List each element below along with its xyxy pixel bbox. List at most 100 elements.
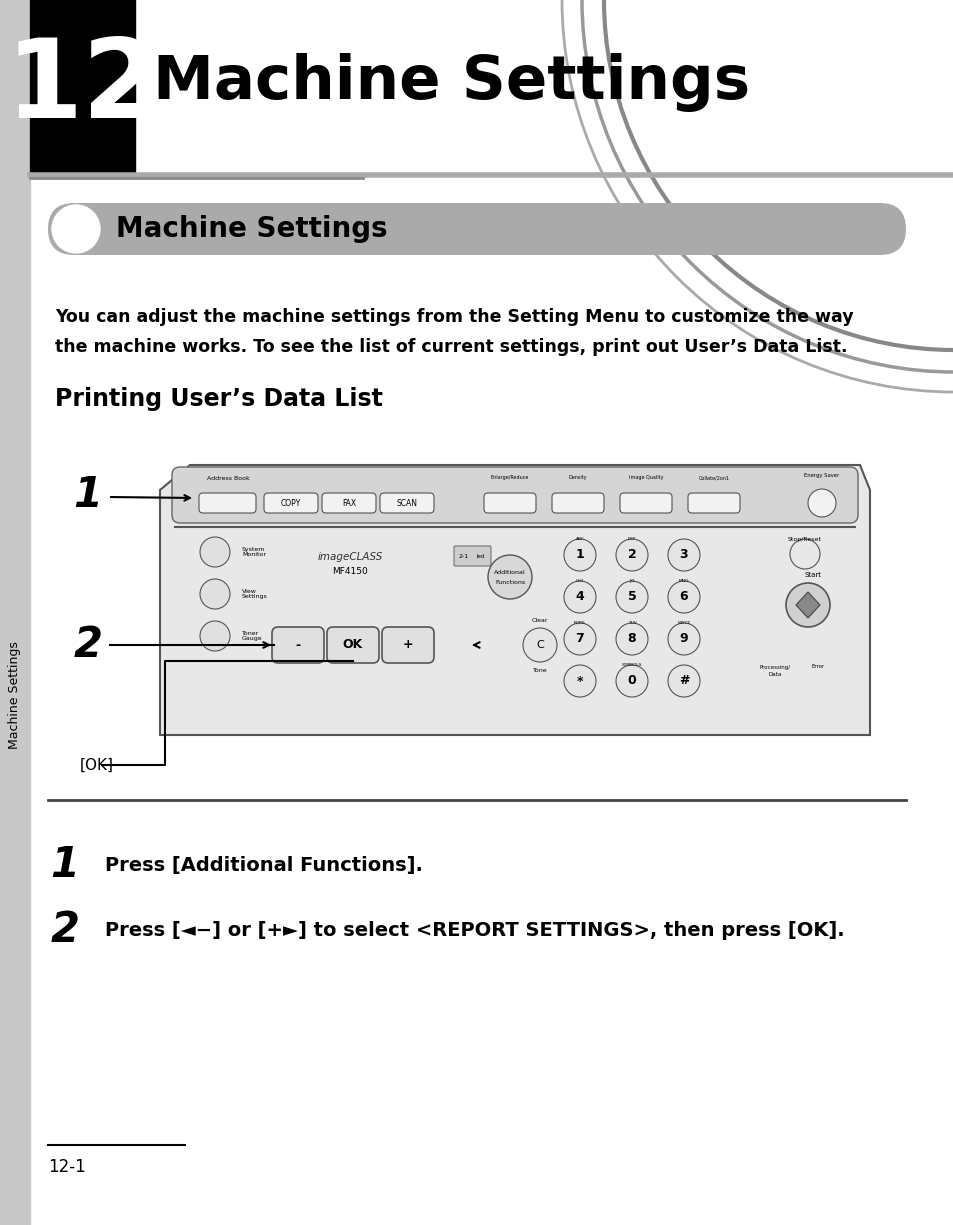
Text: ABC: ABC <box>575 537 584 541</box>
FancyBboxPatch shape <box>327 627 378 663</box>
Text: 1: 1 <box>575 549 584 561</box>
Text: led: led <box>476 554 485 559</box>
Text: Address Book: Address Book <box>207 475 249 480</box>
Text: Additional: Additional <box>494 570 525 575</box>
FancyBboxPatch shape <box>552 492 603 513</box>
Text: 12-1: 12-1 <box>48 1158 86 1176</box>
Circle shape <box>563 581 596 612</box>
Text: DEF: DEF <box>627 537 636 541</box>
Text: Energy Saver: Energy Saver <box>803 474 839 479</box>
Circle shape <box>522 628 557 662</box>
Text: SYMBOLS: SYMBOLS <box>621 663 641 666</box>
Circle shape <box>488 555 532 599</box>
Text: 12: 12 <box>6 34 159 141</box>
Text: JKL: JKL <box>628 579 635 583</box>
Text: C: C <box>536 639 543 650</box>
Circle shape <box>200 621 230 650</box>
Text: Machine Settings: Machine Settings <box>9 641 22 748</box>
Text: Machine Settings: Machine Settings <box>152 53 749 111</box>
Text: 9: 9 <box>679 632 688 646</box>
Circle shape <box>616 581 647 612</box>
FancyBboxPatch shape <box>322 492 375 513</box>
Text: Stop/Reset: Stop/Reset <box>787 537 821 541</box>
FancyBboxPatch shape <box>172 467 857 523</box>
Text: #: # <box>678 675 688 687</box>
Text: 4: 4 <box>575 590 584 604</box>
Text: Functions: Functions <box>495 581 524 586</box>
Text: Clear: Clear <box>531 617 548 622</box>
FancyBboxPatch shape <box>379 492 434 513</box>
Circle shape <box>563 624 596 655</box>
Text: 6: 6 <box>679 590 688 604</box>
Text: FAX: FAX <box>341 499 355 507</box>
Text: Density: Density <box>568 475 587 480</box>
Bar <box>30 0 135 175</box>
Text: 2: 2 <box>627 549 636 561</box>
Circle shape <box>789 539 820 568</box>
Text: 1: 1 <box>51 844 79 886</box>
Text: PQRS: PQRS <box>574 621 585 625</box>
Text: Tone: Tone <box>532 669 547 674</box>
Text: 3: 3 <box>679 549 688 561</box>
Circle shape <box>785 583 829 627</box>
Circle shape <box>667 539 700 571</box>
Text: 2: 2 <box>73 624 102 666</box>
Circle shape <box>563 665 596 697</box>
Circle shape <box>667 665 700 697</box>
Text: MF4150: MF4150 <box>332 566 368 576</box>
Circle shape <box>616 539 647 571</box>
Text: Press [◄−] or [+►] to select <REPORT SETTINGS>, then press [OK].: Press [◄−] or [+►] to select <REPORT SET… <box>105 920 843 940</box>
FancyBboxPatch shape <box>48 203 905 255</box>
Text: the machine works. To see the list of current settings, print out User’s Data Li: the machine works. To see the list of cu… <box>55 338 846 356</box>
Bar <box>30 0 953 175</box>
Text: Image Quality: Image Quality <box>628 475 662 480</box>
Text: Start: Start <box>803 572 821 578</box>
Text: [OK]: [OK] <box>80 757 113 773</box>
Text: You can adjust the machine settings from the Setting Menu to customize the way: You can adjust the machine settings from… <box>55 307 853 326</box>
Circle shape <box>807 489 835 517</box>
Text: Processing/: Processing/ <box>759 664 790 670</box>
FancyBboxPatch shape <box>687 492 740 513</box>
Text: MNO: MNO <box>679 579 688 583</box>
Text: 2-1: 2-1 <box>458 554 469 559</box>
Text: Toner
Gauge: Toner Gauge <box>242 631 262 642</box>
Circle shape <box>200 537 230 567</box>
Text: Press [Additional Functions].: Press [Additional Functions]. <box>105 855 422 875</box>
Text: 0: 0 <box>627 675 636 687</box>
FancyBboxPatch shape <box>264 492 317 513</box>
Text: System
Monitor: System Monitor <box>242 546 266 557</box>
Circle shape <box>616 624 647 655</box>
Text: COPY: COPY <box>280 499 301 507</box>
Text: Data: Data <box>767 673 781 677</box>
Text: Printing User’s Data List: Printing User’s Data List <box>55 387 382 412</box>
Text: 8: 8 <box>627 632 636 646</box>
Text: SCAN: SCAN <box>396 499 417 507</box>
Polygon shape <box>160 466 869 735</box>
Circle shape <box>667 624 700 655</box>
Text: Machine Settings: Machine Settings <box>116 216 387 243</box>
Text: Enlarge/Reduce: Enlarge/Reduce <box>490 475 529 480</box>
Text: 5: 5 <box>627 590 636 604</box>
Text: -: - <box>295 638 300 652</box>
FancyBboxPatch shape <box>454 546 491 566</box>
Circle shape <box>616 665 647 697</box>
Bar <box>0 0 30 1225</box>
Text: *: * <box>577 675 582 687</box>
Circle shape <box>200 579 230 609</box>
Text: 1: 1 <box>73 474 102 516</box>
Text: Collate/2on1: Collate/2on1 <box>698 475 729 480</box>
Text: +: + <box>402 638 413 652</box>
Text: 7: 7 <box>575 632 584 646</box>
FancyBboxPatch shape <box>199 492 255 513</box>
Text: imageCLASS: imageCLASS <box>317 552 382 562</box>
FancyBboxPatch shape <box>619 492 671 513</box>
FancyBboxPatch shape <box>272 627 324 663</box>
Text: GHI: GHI <box>576 579 583 583</box>
Text: OK: OK <box>342 638 363 652</box>
Text: View
Settings: View Settings <box>242 588 268 599</box>
Polygon shape <box>795 592 820 617</box>
FancyBboxPatch shape <box>381 627 434 663</box>
Text: TUV: TUV <box>627 621 636 625</box>
Text: Error: Error <box>810 664 823 670</box>
Text: 2: 2 <box>51 909 79 951</box>
